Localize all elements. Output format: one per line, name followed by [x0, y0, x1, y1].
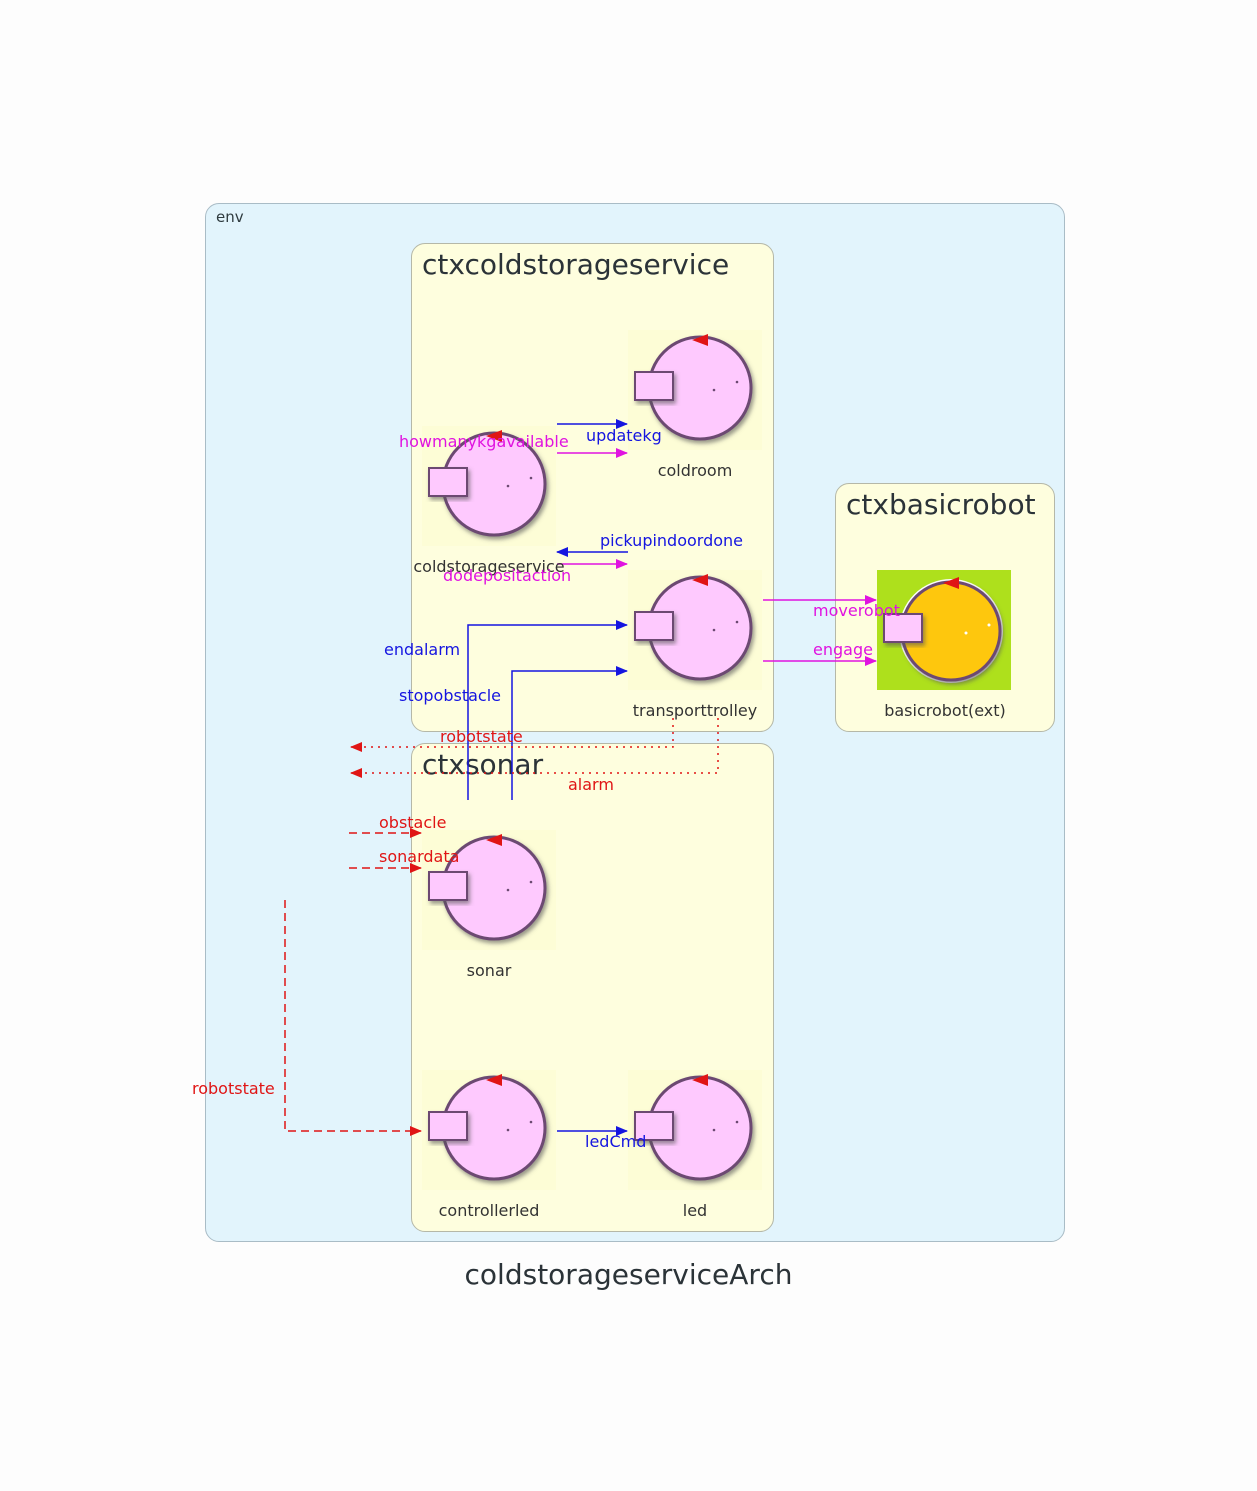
context-title-ctxbasicrobot: ctxbasicrobot	[846, 488, 1036, 521]
edge-label-endalarm: endalarm	[384, 640, 461, 659]
context-title-ctxcoldstorageservice: ctxcoldstorageservice	[422, 248, 730, 281]
actor-transporttrolley-icon	[634, 574, 753, 681]
edge-label-dodepositaction: dodepositaction	[443, 566, 572, 585]
edge-robotstate-out	[350, 718, 674, 752]
edge-label-alarm: alarm	[568, 775, 614, 794]
actor-label-controllerled: controllerled	[438, 1201, 540, 1220]
edge-robotstate-in	[284, 900, 422, 1136]
edge-label-moverobot: moverobot	[813, 601, 900, 620]
env-label: env	[216, 208, 244, 226]
actor-label-coldstorageservice: coldstorageservice	[413, 557, 565, 576]
actor-label-basicrobot: basicrobot(ext)	[884, 701, 1006, 720]
edge-label-sonardata: sonardata	[379, 847, 460, 866]
edge-endalarm	[467, 620, 628, 800]
edge-alarm-out	[350, 718, 719, 778]
edge-label-ledcmd: ledCmd	[585, 1132, 647, 1151]
actor-basicrobot-icon	[883, 577, 1003, 683]
actor-label-led: led	[682, 1201, 708, 1220]
edge-stopobstacle	[511, 666, 628, 800]
actor-controllerled-icon	[428, 1074, 547, 1181]
edge-label-stopobstacle: stopobstacle	[399, 686, 501, 705]
context-title-ctxsonar: ctxsonar	[422, 748, 544, 781]
edge-label-obstacle: obstacle	[379, 813, 447, 832]
diagram-title: coldstorageserviceArch	[464, 1258, 793, 1291]
actor-coldroom-icon	[634, 334, 753, 441]
actor-sonar-icon	[428, 834, 547, 941]
actor-label-sonar: sonar	[466, 961, 512, 980]
edge-label-updatekg: updatekg	[586, 426, 662, 445]
edge-label-robotstate-in: robotstate	[192, 1079, 275, 1098]
edge-label-engage: engage	[813, 640, 873, 659]
actor-label-coldroom: coldroom	[657, 461, 733, 480]
edge-label-pickupindoordone: pickupindoordone	[600, 531, 744, 550]
edge-label-robotstate-out: robotstate	[440, 727, 523, 746]
actor-coldstorageservice-icon	[428, 430, 547, 537]
actor-label-transporttrolley: transporttrolley	[632, 701, 758, 720]
actor-led-icon	[634, 1074, 753, 1181]
edge-label-howmanykgavailable: howmanykgavailable	[399, 432, 569, 451]
